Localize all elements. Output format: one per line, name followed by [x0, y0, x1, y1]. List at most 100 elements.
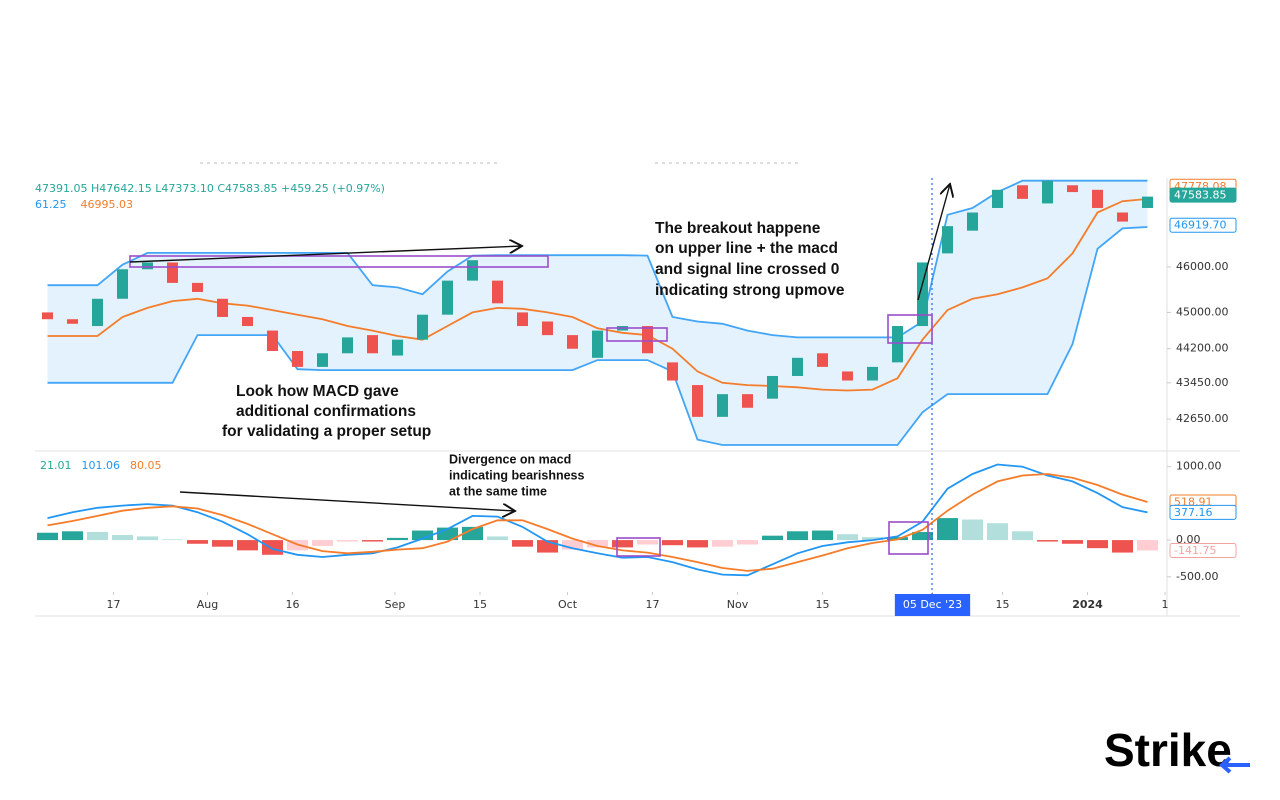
histogram-bar [362, 540, 383, 542]
histogram-bar [662, 540, 683, 546]
histogram-bar [837, 534, 858, 541]
histogram-bar [237, 540, 258, 551]
candle [642, 326, 653, 354]
y-tick-label: -500.00 [1176, 570, 1218, 583]
annotation: for validating a proper setup [222, 423, 431, 440]
candle [342, 337, 353, 354]
histogram-bar [512, 540, 533, 547]
x-tick-label: 2024 [1072, 598, 1103, 611]
price-badge [1169, 504, 1237, 520]
candle [192, 282, 203, 292]
candle [142, 262, 153, 270]
annotation: on upper line + the macd [655, 240, 838, 257]
candle [792, 357, 803, 376]
x-tick-label: 15 [816, 598, 830, 611]
candle [42, 312, 53, 320]
price-badge [1169, 542, 1237, 558]
histogram-bar [712, 540, 733, 547]
histogram-bar [137, 536, 158, 541]
candle [442, 280, 453, 315]
histogram-bar [462, 526, 483, 541]
histogram-bar [612, 540, 633, 548]
overlay: 47391.05 H47642.15 L47373.10 C47583.85 +… [35, 178, 1250, 776]
candle [92, 298, 103, 327]
candle [367, 335, 378, 354]
ohlc-readout: 47391.05 H47642.15 L47373.10 C47583.85 +… [35, 182, 385, 195]
histogram-bar [587, 540, 608, 548]
histogram-bar [962, 519, 983, 541]
candle [217, 298, 228, 317]
candle [67, 319, 78, 324]
annotation: indicating bearishness [449, 468, 585, 482]
indicator-readout: 21.01 [40, 459, 72, 472]
annotation: at the same time [449, 484, 547, 498]
candle [1042, 180, 1053, 204]
histogram-bar [212, 540, 233, 547]
x-tick-label: 16 [286, 598, 300, 611]
annotation: indicating strong upmove [655, 282, 845, 299]
histogram-bar [687, 540, 708, 548]
x-tick-label: 15 [473, 598, 487, 611]
candle [517, 312, 528, 327]
histogram-bar [87, 532, 108, 541]
histogram-bar [762, 535, 783, 541]
y-tick-label: 44200.00 [1176, 342, 1229, 355]
highlight-box [887, 314, 933, 344]
highlight-box [606, 327, 668, 342]
candle [117, 269, 128, 299]
candle [467, 260, 478, 281]
x-tick-label: 15 [996, 598, 1010, 611]
x-tick-label: 1 [1162, 598, 1169, 611]
candle [1142, 196, 1153, 208]
indicator-readout: 80.05 [130, 459, 162, 472]
candle [1117, 212, 1128, 222]
candle [817, 353, 828, 367]
candle [742, 394, 753, 408]
indicator-line [47, 226, 1148, 446]
candle [567, 335, 578, 349]
histogram-bar [912, 532, 933, 541]
x-tick-label: Aug [197, 598, 218, 611]
annotation: additional confirmations [236, 403, 416, 420]
candle [917, 262, 928, 327]
histogram-bar [262, 540, 283, 555]
candle [717, 394, 728, 417]
frame [35, 162, 1240, 617]
candle [542, 321, 553, 336]
candle [1067, 185, 1078, 193]
histogram-bar [987, 523, 1008, 541]
histogram-bar [37, 532, 58, 541]
y-tick-label: 0.00 [1176, 533, 1201, 546]
histogram-bar [1062, 540, 1083, 544]
annotation: Look how MACD gave [236, 383, 399, 400]
histogram-bar [562, 540, 583, 550]
candle [392, 339, 403, 356]
histogram-bar [337, 540, 358, 542]
candle [967, 212, 978, 231]
histogram-bar [312, 540, 333, 546]
indicator-readout: 61.25 [35, 198, 67, 211]
histogram-bar [862, 537, 883, 541]
histogram-bar [1087, 540, 1108, 549]
candle [317, 353, 328, 367]
x-tick-label: Nov [727, 598, 749, 611]
arrow [129, 246, 522, 263]
histogram-bar [812, 530, 833, 541]
indicator-readout: 46995.03 [81, 198, 134, 211]
histogram-bar [162, 539, 183, 541]
indicator-line [47, 179, 1148, 339]
price-badge [1169, 217, 1237, 233]
y-tick-label: 42650.00 [1176, 412, 1229, 425]
crosshair-badge [894, 594, 971, 616]
x-tick-label: 17 [107, 598, 121, 611]
histogram-bar [412, 530, 433, 541]
annotation: Divergence on macd [449, 452, 571, 466]
x-tick-label: Sep [385, 598, 406, 611]
indicator-readout: 101.06 [82, 459, 121, 472]
arrow [179, 491, 515, 511]
macd-line [47, 463, 1148, 577]
candle [992, 189, 1003, 208]
x-tick-label: 17 [646, 598, 660, 611]
